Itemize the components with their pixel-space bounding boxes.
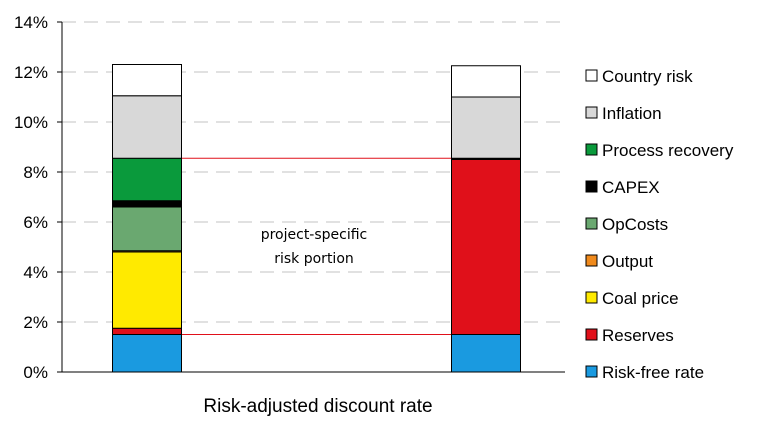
legend-swatch-country-risk [585,69,598,82]
y-tick-label: 10% [14,113,48,132]
legend-label-country-risk: Country risk [602,67,693,86]
legend-label-process-recovery: Process recovery [602,141,734,160]
bars [112,64,521,373]
y-tick-label: 12% [14,63,48,82]
bar-segment-inflation [112,95,182,159]
bar-segment-risk-free-rate [451,334,521,373]
legend-swatch-opcosts [585,217,598,230]
legend-label-capex: CAPEX [602,178,660,197]
y-tick-label: 4% [23,263,48,282]
bar-segment-reserves [112,327,182,335]
connector-lines [181,157,452,335]
legend: Country risk Inflation Process recovery CAP… [585,67,734,382]
bar-segment-risk-free-rate [112,334,182,373]
x-axis-title: Risk-adjusted discount rate [203,396,432,417]
bar-segment-opcosts [112,206,182,252]
legend-label-risk-free-rate: Risk-free rate [602,363,704,382]
legend-label-output: Output [602,252,653,271]
y-tick-labels: 0% 2% 4% 6% 8% 10% 12% 14% [14,13,62,382]
bar-segment-country-risk [112,64,182,97]
legend-swatch-inflation [585,106,598,119]
legend-swatch-process-recovery [585,143,598,156]
legend-label-inflation: Inflation [602,104,662,123]
bar-segment-coal-price [112,251,182,329]
y-tick-label: 8% [23,163,48,182]
legend-swatch-reserves [585,328,598,341]
legend-label-reserves: Reserves [602,326,674,345]
y-axis [61,22,565,373]
legend-swatch-coal-price [585,291,598,304]
annotation: project-specific risk portion [261,227,368,267]
annotation-line-1: project-specific [261,227,368,243]
bar-segment-inflation [451,96,521,159]
legend-label-opcosts: OpCosts [602,215,668,234]
legend-swatch-risk-free-rate [585,365,598,378]
bar-segment-process-recovery [112,157,182,202]
y-tick-label: 6% [23,213,48,232]
annotation-line-2: risk portion [274,251,354,267]
bar-segment-reserves [451,159,521,335]
legend-label-coal-price: Coal price [602,289,679,308]
bar-segment-capex [112,200,182,208]
legend-swatch-capex [585,180,598,193]
y-tick-label: 14% [14,13,48,32]
y-tick-label: 2% [23,313,48,332]
legend-swatch-output [585,254,598,267]
y-tick-label: 0% [23,363,48,382]
bar-segment-country-risk [451,65,521,98]
